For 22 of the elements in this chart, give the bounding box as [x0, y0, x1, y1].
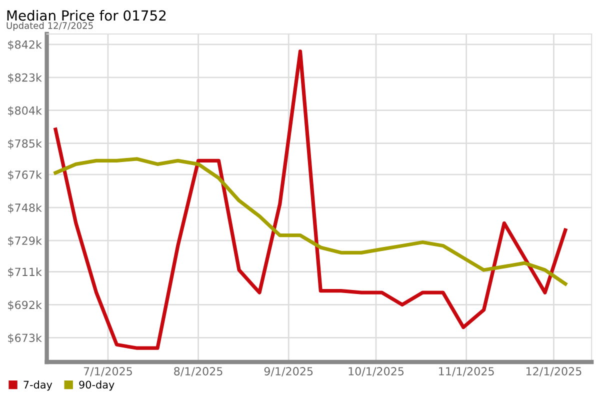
y-tick-label: $785k	[8, 139, 42, 150]
legend-label: 7-day	[24, 380, 52, 391]
y-tick-label: $673k	[8, 333, 42, 344]
y-tick-label: $711k	[8, 268, 42, 278]
y-tick-label: $767k	[8, 170, 42, 180]
x-tick-label: 9/1/2025	[264, 367, 313, 376]
y-tick-label: $692k	[8, 300, 42, 311]
line-series	[54, 157, 568, 286]
x-tick-label: 11/1/2025	[439, 367, 494, 376]
legend-label: 90-day	[79, 380, 114, 391]
line-series	[54, 50, 568, 350]
x-tick-label: 8/1/2025	[174, 367, 222, 376]
y-tick-label: $729k	[8, 236, 42, 246]
chart-subtitle: Updated 12/7/2025	[6, 22, 93, 31]
y-tick-label: $804k	[8, 106, 42, 116]
x-tick-label: 10/1/2025	[348, 367, 404, 376]
y-tick-label: $748k	[8, 203, 42, 214]
chart-title: Median Price for 01752	[7, 10, 166, 21]
y-tick-label: $823k	[8, 73, 42, 84]
y-tick-label: $842k	[8, 40, 42, 50]
x-tick-label: 7/1/2025	[84, 367, 132, 376]
x-tick-label: 12/1/2025	[526, 367, 582, 376]
